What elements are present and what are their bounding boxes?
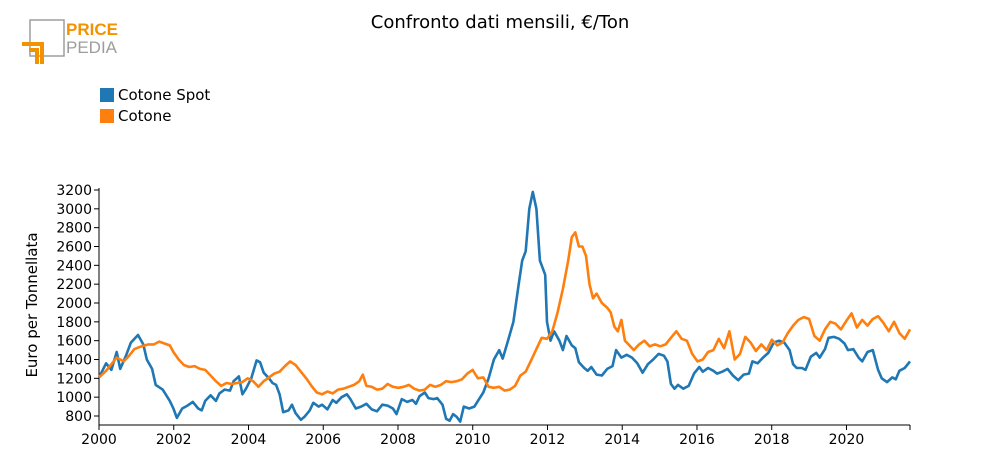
- legend-swatch-cotone: [100, 108, 114, 123]
- x-tick-label: 2014: [604, 432, 640, 448]
- y-tick-label: 3200: [56, 183, 92, 199]
- y-tick-label: 1000: [56, 390, 92, 406]
- pricepedia-logo: PRICE PEDIA: [22, 19, 118, 64]
- y-tick-label: 800: [65, 409, 92, 425]
- x-tick-label: 2012: [530, 432, 566, 448]
- y-tick-label: 2400: [56, 258, 92, 274]
- legend-label-cotone: Cotone: [118, 106, 172, 125]
- chart-title: Confronto dati mensili, €/Ton: [370, 12, 630, 33]
- x-tick-label: 2018: [754, 432, 790, 448]
- y-tick-label: 1600: [56, 334, 92, 350]
- legend-label-cotone-spot: Cotone Spot: [118, 85, 211, 104]
- x-tick-label: 2010: [455, 432, 491, 448]
- x-axis: 2000 2002 2004 2006 2008 2010 2012 2014 2016 2018…: [81, 424, 911, 448]
- y-axis: 800 1000 1200 1400 1600 1800 2000 2200 2400 2600 2…: [56, 183, 100, 425]
- series-line-cotone[interactable]: [98, 231, 912, 396]
- y-tick-label: 2200: [56, 277, 92, 293]
- y-tick-label: 2000: [56, 296, 92, 312]
- y-tick-label: 1800: [56, 315, 92, 331]
- chart-legend: Cotone Spot Cotone: [100, 84, 210, 126]
- y-tick-label: 3000: [56, 202, 92, 218]
- legend-item-cotone-spot[interactable]: Cotone Spot: [100, 84, 210, 105]
- y-axis-title: Euro per Tonnellata: [23, 232, 41, 377]
- y-tick-label: 1400: [56, 353, 92, 369]
- x-tick-label: 2004: [231, 432, 267, 448]
- x-tick-label: 2002: [156, 432, 192, 448]
- x-tick-label: 2020: [829, 432, 865, 448]
- series-lines: [97, 190, 912, 423]
- x-tick-label: 2008: [380, 432, 416, 448]
- series-line-cotone-spot[interactable]: [97, 190, 912, 423]
- x-tick-label: 2006: [305, 432, 341, 448]
- logo-word-pedia: PEDIA: [66, 38, 118, 57]
- y-tick-label: 2800: [56, 221, 92, 237]
- logo-word-price: PRICE: [66, 20, 118, 39]
- y-tick-label: 1200: [56, 371, 92, 387]
- y-tick-label: 2600: [56, 240, 92, 256]
- legend-item-cotone[interactable]: Cotone: [100, 105, 210, 126]
- x-tick-label: 2000: [81, 432, 117, 448]
- legend-swatch-cotone-spot: [100, 87, 114, 102]
- x-tick-label: 2016: [679, 432, 715, 448]
